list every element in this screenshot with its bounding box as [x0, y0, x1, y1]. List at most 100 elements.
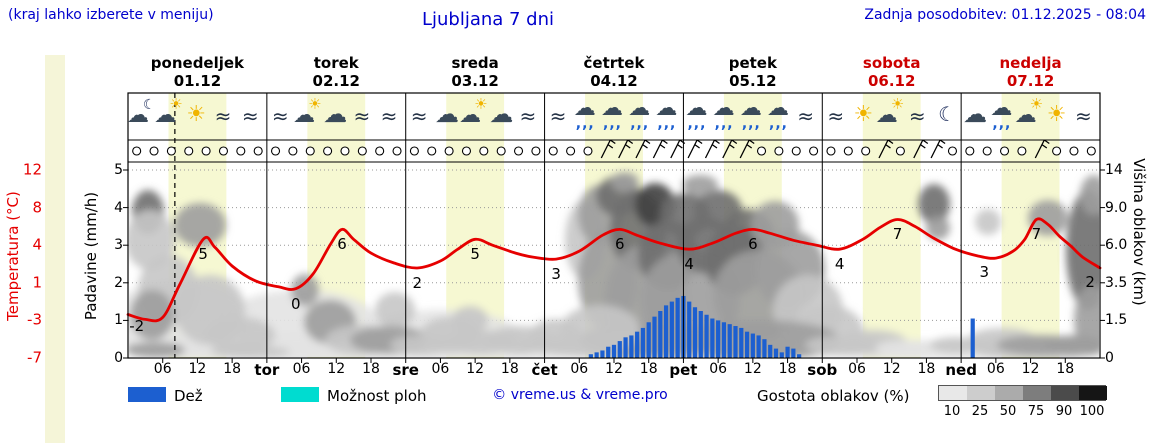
temperature-value-label: 4	[684, 255, 694, 274]
rain-bar	[611, 344, 617, 358]
density-segment	[1023, 386, 1051, 400]
day-abbrev: pet	[669, 361, 698, 379]
cloud-cover-symbol	[809, 146, 819, 156]
hour-label: 06	[153, 361, 172, 377]
hour-label: 18	[1056, 361, 1075, 377]
rain-bar	[646, 322, 651, 358]
hour-label: 06	[292, 361, 311, 377]
sun-cloud-icon: ☀ ☁	[459, 95, 488, 128]
cloud-icon: ☁	[963, 100, 988, 128]
temp-tick: 8	[32, 198, 42, 217]
wind-barb-icon	[913, 139, 929, 159]
wind-icon: ≈	[519, 104, 537, 128]
cloud-tick: 3.5	[1105, 274, 1128, 291]
cloud-density-shading	[129, 172, 1099, 357]
wind-barb-icon	[878, 139, 894, 159]
cloud-cover-symbol	[531, 146, 541, 156]
rain-icon: ☁,,,	[573, 96, 596, 132]
day-name: petek	[728, 54, 777, 72]
cloud-cover-symbol	[774, 146, 784, 156]
hour-label: 18	[500, 361, 519, 377]
temperature-curve	[126, 217, 1102, 323]
rain-bar	[617, 341, 622, 358]
density-segment	[1051, 386, 1079, 400]
hour-label: 06	[986, 361, 1005, 377]
temperature-value-label: 6	[615, 235, 625, 254]
density-segment	[995, 386, 1023, 400]
wind-icon: ≈	[214, 104, 232, 128]
hour-label: 12	[743, 361, 762, 377]
hour-label: 06	[570, 361, 589, 377]
day-name: nedelja	[999, 54, 1062, 72]
precip-tick: 2	[114, 274, 123, 291]
day-header-ponedeljek: ponedeljek 01.12	[128, 54, 267, 90]
day-abbrev: sob	[807, 361, 838, 379]
cloud-cover-symbol	[1069, 146, 1079, 156]
temperature-value-label: -2	[129, 316, 145, 335]
wind-icon: ≈	[827, 104, 845, 128]
day-date: 05.12	[729, 72, 777, 90]
day-header-četrtek: četrtek 04.12	[545, 54, 684, 90]
rain-bar	[692, 307, 698, 358]
hour-label: 18	[917, 361, 936, 377]
temperature-value-label: 3	[979, 263, 990, 282]
wind-barb-icon	[652, 139, 668, 159]
moon-icon: ☾	[938, 102, 957, 126]
rain-icon: ☁,,,	[601, 96, 623, 132]
rain-bar	[606, 346, 611, 358]
showers-legend-swatch	[281, 387, 319, 402]
wind-icon: ≈	[271, 104, 289, 128]
day-abbrev: čet	[531, 361, 558, 379]
rain-legend-swatch	[128, 387, 166, 402]
cloud-cover-symbol	[270, 146, 281, 156]
hour-label: 18	[778, 361, 797, 377]
cloud-cover-symbol	[826, 146, 836, 156]
temp-tick: 4	[32, 235, 42, 254]
cloud-icon: ☁	[489, 100, 514, 128]
temperature-value-label: 0	[291, 294, 301, 313]
hour-label: 12	[327, 361, 346, 377]
rain-bar	[727, 324, 732, 358]
cloud-cover-symbol	[201, 146, 211, 156]
day-name: sreda	[451, 54, 499, 72]
cloud-cover-symbol	[999, 146, 1010, 156]
rain-bar	[658, 311, 663, 358]
density-segment	[967, 386, 995, 400]
side-strip	[45, 55, 65, 443]
day-date: 01.12	[173, 72, 222, 90]
hour-label: 18	[639, 361, 658, 377]
wind-barb-icon	[670, 139, 686, 159]
cloud-cover-symbol	[288, 146, 298, 156]
density-tick-label: 75	[1027, 404, 1045, 419]
density-segment	[1079, 386, 1107, 400]
cloud-cover-symbol	[357, 146, 367, 156]
cloud-cover-symbol	[323, 146, 333, 156]
rain-icon: ☁,,,	[685, 96, 708, 132]
wind-icon: ≈	[353, 104, 371, 128]
rain-bar	[663, 305, 669, 358]
cloud-cover-symbol	[895, 146, 905, 156]
rain-bar	[600, 350, 605, 358]
cloud-icon: ☁	[323, 100, 348, 128]
rain-bar	[779, 352, 784, 358]
cloud-cover-symbol	[166, 146, 176, 156]
rain-bar	[629, 335, 634, 358]
sun-icon: ☀	[853, 102, 874, 127]
cloud-cover-symbol	[427, 146, 437, 156]
cloud-cover-symbol	[479, 146, 489, 156]
rain-icon: ☁,,,	[655, 96, 678, 132]
copyright-link[interactable]: © vreme.us & vreme.pro	[492, 387, 668, 403]
hour-label: 06	[848, 361, 866, 377]
rain-bar	[733, 326, 738, 358]
cloud-cover-symbol	[305, 146, 315, 156]
cloud-cover-symbol	[218, 146, 229, 156]
rain-bar	[762, 339, 767, 358]
rain-bar	[594, 352, 599, 358]
day-date: 04.12	[590, 72, 638, 90]
hour-label: 18	[362, 361, 380, 377]
cloud-cover-symbol	[947, 146, 958, 156]
day-name: sobota	[862, 54, 921, 72]
temperature-value-label: 2	[412, 273, 423, 292]
rain-icon: ☁,,,	[739, 96, 762, 132]
